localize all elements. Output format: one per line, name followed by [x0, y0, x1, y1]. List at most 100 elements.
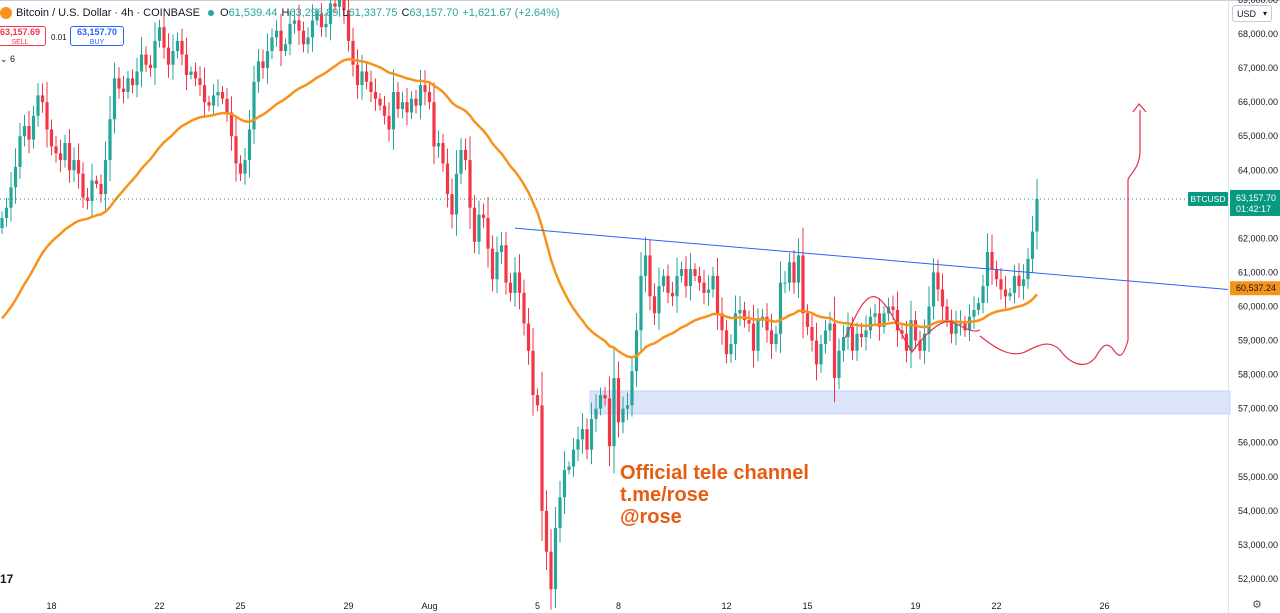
candle-body: [823, 330, 828, 344]
candle-body: [589, 418, 594, 450]
sell-label: SELL: [11, 39, 29, 46]
candle-body: [990, 252, 994, 270]
candle-body: [198, 78, 202, 86]
candle-body: [409, 98, 414, 113]
candle-body: [909, 320, 913, 351]
ema-line: [1, 58, 1038, 359]
candle-body: [1026, 258, 1030, 280]
candle-body: [648, 255, 652, 297]
sell-button[interactable]: 63,157.69 SELL: [0, 26, 46, 46]
candle-body: [544, 510, 549, 552]
candle-body: [792, 262, 796, 283]
candle-body: [702, 282, 706, 293]
candle-body: [121, 88, 126, 92]
candle-body: [297, 20, 301, 31]
candle-body: [445, 163, 450, 195]
candle-body: [733, 313, 738, 344]
symbol-title[interactable]: Bitcoin / U.S. Dollar · 4h · COINBASE: [16, 7, 200, 19]
candle-body: [103, 160, 108, 195]
candle-body: [855, 333, 859, 351]
candle-body: [625, 405, 630, 409]
candle-body: [1003, 289, 1008, 297]
candle-body: [639, 275, 643, 331]
candle-body: [576, 439, 580, 450]
chevron-down-icon: ▾: [1262, 9, 1267, 18]
candle-body: [342, 0, 346, 11]
candle-body: [1021, 279, 1026, 287]
candle-body: [139, 54, 144, 72]
candle-body: [72, 160, 76, 171]
drawing-wave: [844, 296, 981, 354]
candle-body: [427, 91, 432, 103]
open-label: O: [220, 7, 229, 19]
currency-dropdown[interactable]: USD ▾: [1232, 5, 1272, 22]
y-tick-label: 64,000.00: [1238, 165, 1278, 175]
candle-body: [931, 272, 936, 307]
gear-icon[interactable]: ⚙: [1252, 599, 1262, 611]
candle-body: [315, 13, 319, 21]
candle-body: [351, 40, 355, 65]
candle-body: [162, 27, 166, 48]
candle-body: [999, 279, 1003, 290]
candle-body: [535, 395, 540, 406]
candle-body: [796, 255, 801, 283]
x-tick-label: 25: [235, 601, 245, 611]
candle-body: [531, 350, 535, 396]
candle-body: [1030, 231, 1035, 259]
candle-body: [972, 309, 976, 317]
drawing-arrowhead: [1132, 103, 1147, 113]
candle-body: [468, 160, 472, 208]
candle-body: [504, 245, 508, 283]
candle-body: [234, 136, 238, 164]
candle-body: [976, 303, 981, 310]
candle-body: [153, 40, 157, 69]
x-tick-label: 18: [46, 601, 56, 611]
candle-body: [787, 262, 792, 283]
candle-body: [49, 129, 54, 147]
candle-body: [36, 95, 40, 116]
candle-body: [868, 316, 873, 331]
candle-body: [738, 309, 742, 314]
candle-body: [117, 78, 121, 89]
close-label: C: [401, 7, 410, 19]
indicator-legend[interactable]: ⌄ 6: [0, 54, 15, 65]
candle-body: [832, 323, 837, 379]
y-tick-label: 65,000.00: [1238, 131, 1278, 141]
indicator-count: 6: [10, 54, 16, 64]
spread-value: 0.01: [51, 33, 67, 42]
candle-body: [166, 47, 171, 65]
candle-body: [850, 326, 855, 351]
candle-body: [715, 275, 720, 314]
candle-body: [270, 37, 274, 52]
candle-body: [621, 408, 625, 423]
candle-body: [414, 98, 418, 106]
candle-body: [207, 102, 211, 106]
candle-body: [454, 173, 459, 215]
candle-body: [189, 71, 193, 75]
candle-body: [18, 136, 22, 167]
candle-body: [891, 306, 895, 310]
candle-body: [463, 149, 468, 161]
candle-body: [747, 320, 751, 324]
candle-body: [81, 173, 85, 198]
candle-body: [675, 275, 679, 297]
high-label: H: [281, 7, 290, 19]
candle-body: [864, 330, 868, 338]
candle-body: [859, 333, 864, 338]
sell-price: 63,157.69: [0, 27, 41, 37]
candle-body: [238, 163, 243, 174]
low-value: 61,337.75: [348, 7, 398, 19]
candle-body: [801, 255, 805, 314]
candle-body: [459, 149, 463, 174]
candle-body: [981, 286, 985, 304]
candle-body: [387, 115, 391, 130]
buy-button[interactable]: 63,157.70 BUY: [70, 26, 124, 46]
candle-body: [418, 85, 423, 106]
candle-body: [936, 272, 940, 290]
candle-body: [135, 71, 139, 86]
candle-body: [963, 323, 967, 331]
candle-body: [171, 51, 175, 65]
candle-body: [945, 306, 949, 321]
candle-body: [571, 449, 576, 467]
